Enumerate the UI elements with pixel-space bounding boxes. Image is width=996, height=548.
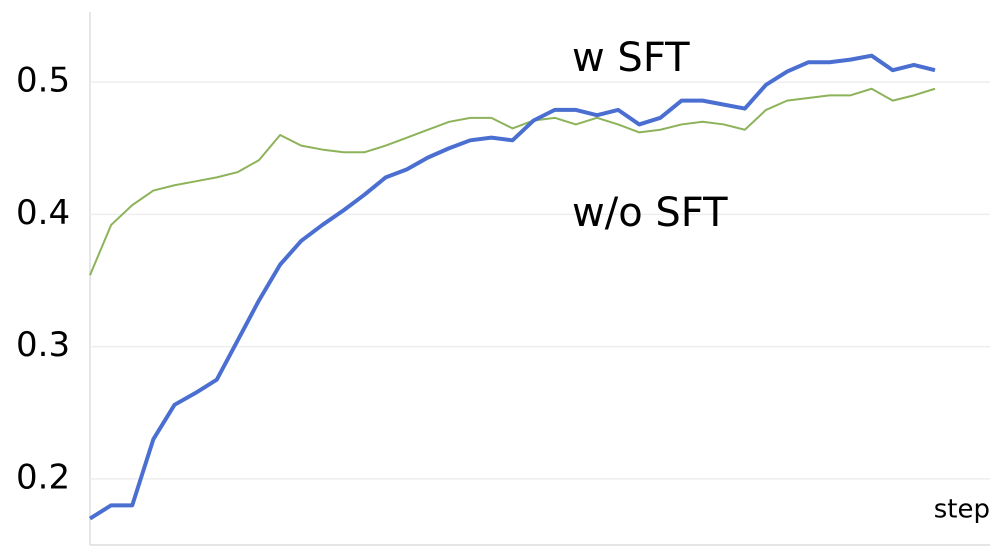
y-tick-label: 0.5	[16, 61, 70, 101]
series-line	[89, 87, 936, 276]
x-axis-label: step	[934, 495, 990, 525]
series-line	[88, 53, 936, 521]
y-tick-label: 0.3	[16, 325, 70, 365]
legend-label: w/o SFT	[572, 190, 728, 236]
y-tick-label: 0.4	[16, 193, 70, 233]
legend-label: w SFT	[572, 35, 690, 81]
y-tick-label: 0.2	[16, 457, 70, 497]
